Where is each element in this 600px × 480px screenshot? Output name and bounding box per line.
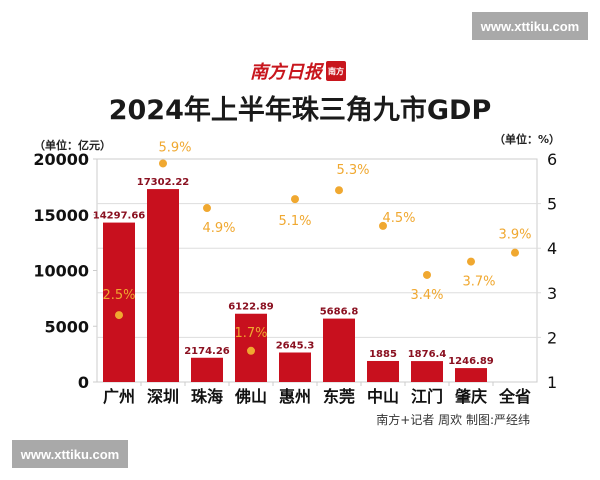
growth-dot: [291, 195, 299, 204]
bar: [411, 361, 443, 382]
bar-value-label: 2645.3: [276, 341, 315, 352]
category-label: 中山: [367, 387, 399, 406]
bar-value-label: 17302.22: [137, 177, 190, 188]
bar-value-label: 6122.89: [228, 302, 274, 313]
bar: [191, 357, 223, 382]
right-tick-label: 5: [547, 195, 557, 214]
right-tick-label: 4: [547, 239, 557, 258]
growth-dot: [115, 311, 123, 320]
category-label: 江门: [411, 387, 443, 406]
bar-value-label: 1876.4: [408, 349, 447, 360]
bar: [323, 318, 355, 382]
credit-line: 南方+记者 周欢 制图:严经纬: [376, 413, 530, 427]
bar: [147, 189, 179, 382]
logo-text: 南方日报: [250, 62, 322, 83]
watermark-top: www.xttiku.com: [472, 12, 588, 40]
right-axis-unit: （单位：%）: [494, 133, 561, 146]
growth-label: 2.5%: [102, 288, 135, 303]
growth-label: 4.5%: [382, 211, 415, 226]
bar: [279, 352, 311, 382]
category-label: 珠海: [191, 387, 223, 406]
category-label: 全省: [498, 387, 531, 406]
right-tick-label: 1: [547, 373, 557, 392]
bar-value-label: 1246.89: [448, 356, 494, 367]
logo-seal-icon: 南方: [326, 61, 346, 81]
growth-dot: [467, 257, 475, 266]
bar-value-label: 2174.26: [184, 346, 230, 357]
growth-label: 4.9%: [202, 221, 235, 236]
category-label: 佛山: [234, 387, 267, 406]
left-tick-label: 10000: [33, 262, 89, 281]
bar-value-label: 14297.66: [93, 211, 146, 222]
bar: [103, 222, 135, 382]
growth-dot: [203, 204, 211, 213]
category-label: 广州: [103, 387, 135, 406]
growth-dot: [379, 221, 387, 230]
right-tick-label: 2: [547, 328, 557, 347]
right-tick-label: 6: [547, 150, 557, 169]
left-tick-label: 5000: [44, 317, 89, 336]
newspaper-logo: 南方日报 南方: [250, 58, 346, 84]
right-tick-label: 3: [547, 284, 557, 303]
bar-value-label: 5686.8: [320, 307, 359, 318]
left-tick-label: 0: [78, 373, 89, 392]
growth-dot: [511, 248, 519, 257]
growth-label: 3.4%: [410, 288, 443, 303]
growth-label: 3.9%: [498, 228, 531, 243]
left-tick-label: 15000: [33, 206, 89, 225]
bar: [455, 368, 487, 382]
growth-dot: [335, 186, 343, 195]
chart-title: 2024年上半年珠三角九市GDP: [108, 95, 492, 126]
growth-label: 5.1%: [278, 214, 311, 229]
bar-value-label: 1885: [369, 349, 397, 360]
growth-dot: [159, 159, 167, 168]
category-label: 肇庆: [454, 387, 487, 406]
bar: [367, 360, 399, 382]
category-label: 东莞: [323, 387, 355, 406]
growth-label: 3.7%: [462, 275, 495, 290]
category-label: 惠州: [279, 387, 311, 406]
growth-dot: [423, 270, 431, 279]
left-axis-unit: （单位：亿元）: [34, 139, 111, 152]
growth-dot: [247, 346, 255, 355]
left-tick-label: 20000: [33, 150, 89, 169]
growth-label: 5.9%: [158, 140, 191, 155]
category-label: 深圳: [147, 387, 179, 406]
watermark-bottom: www.xttiku.com: [12, 440, 128, 468]
growth-label: 1.7%: [234, 326, 267, 341]
growth-label: 5.3%: [336, 163, 369, 178]
